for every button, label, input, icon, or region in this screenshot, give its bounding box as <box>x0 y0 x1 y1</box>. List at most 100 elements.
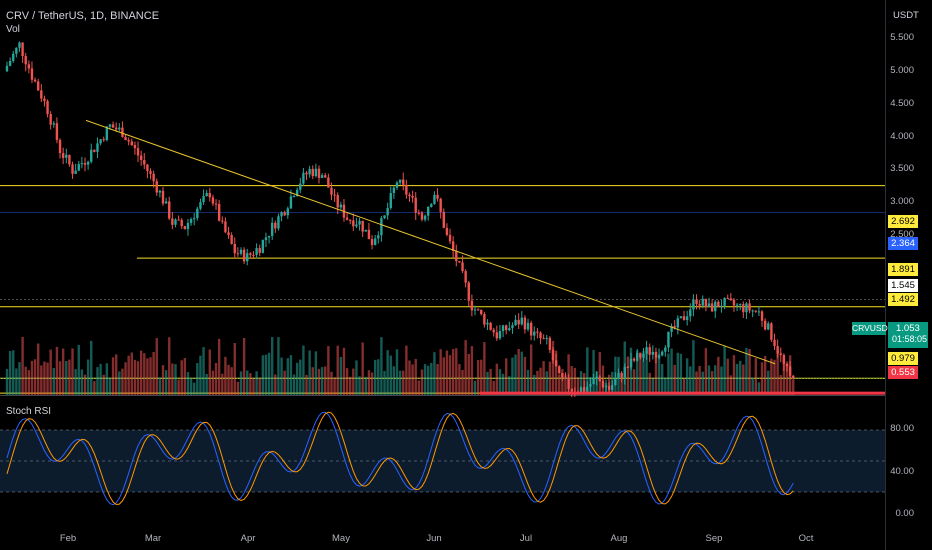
volume-bar <box>595 371 598 395</box>
currency-label: USDT <box>893 10 919 21</box>
volume-bar <box>8 350 12 395</box>
volume-bar <box>695 371 698 395</box>
volume-bar <box>586 347 589 395</box>
time-tick: Mar <box>144 533 162 544</box>
volume-bar <box>158 377 162 395</box>
volume-bar <box>567 354 570 395</box>
volume-bar <box>754 358 757 395</box>
volume-bar <box>751 377 754 395</box>
volume-bar <box>464 340 467 395</box>
volume-bar <box>689 366 692 395</box>
candle-body <box>670 326 673 332</box>
volume-bar <box>49 349 52 395</box>
candle-body <box>93 149 96 152</box>
price-tick: 5.000 <box>890 65 914 76</box>
candle-body <box>505 325 508 331</box>
price-tag-2364: 2.364 <box>888 237 918 250</box>
candle-body <box>679 316 683 319</box>
candle-body <box>127 140 130 142</box>
trendline <box>85 119 776 365</box>
candle-body <box>24 56 27 65</box>
volume-bar <box>267 352 271 395</box>
volume-bar <box>108 378 112 395</box>
candle-body <box>501 325 505 332</box>
candle-body <box>139 155 143 161</box>
volume-bar <box>355 360 358 395</box>
candle-body <box>355 224 358 227</box>
volume-bar <box>99 363 102 395</box>
volume-bar <box>467 354 470 395</box>
candle-body <box>327 177 330 188</box>
candle-body <box>189 219 193 223</box>
candle-body <box>205 193 208 197</box>
volume-bar <box>217 338 221 395</box>
candle-body <box>274 222 277 229</box>
candle-body <box>40 90 43 99</box>
volume-bar <box>133 359 137 395</box>
volume-bar <box>342 347 346 395</box>
volume-bar <box>115 354 118 395</box>
candle-body <box>305 172 308 175</box>
volume-bar <box>760 362 764 395</box>
candle-body <box>417 212 421 214</box>
candle-body <box>498 331 502 339</box>
volume-bar <box>93 381 96 395</box>
candle-body <box>742 304 745 313</box>
candle-body <box>545 337 548 339</box>
candle-body <box>55 123 59 140</box>
candle-body <box>536 331 539 333</box>
volume-bar <box>380 337 383 395</box>
candle-body <box>96 143 99 152</box>
candle-body <box>717 301 720 307</box>
volume-bar <box>561 369 564 395</box>
candle-body <box>539 332 542 339</box>
candle-body <box>15 47 18 54</box>
volume-bar <box>576 377 580 395</box>
volume-bar <box>124 362 127 395</box>
volume-bar <box>86 359 90 395</box>
volume-bar <box>520 351 523 395</box>
volume-bar <box>679 353 683 395</box>
candle-body <box>645 347 648 354</box>
candle-body <box>115 127 118 130</box>
volume-bar <box>186 372 190 395</box>
candle-body <box>664 347 667 352</box>
volume-bar <box>264 354 268 395</box>
volume-bar <box>495 363 499 395</box>
volume-bar <box>377 359 380 395</box>
candle-body <box>83 163 87 165</box>
volume-bar <box>676 352 679 395</box>
volume-bar <box>152 352 155 395</box>
candle-body <box>735 304 739 306</box>
candle-body <box>370 239 374 245</box>
candle-body <box>745 303 748 313</box>
volume-bar <box>664 377 667 395</box>
candle-body <box>451 241 455 251</box>
volume-bar <box>305 374 308 395</box>
volume-bar <box>480 359 483 395</box>
candle-body <box>732 299 736 306</box>
volume-bar <box>564 374 567 395</box>
volume-bar <box>583 373 586 395</box>
candle-body <box>71 164 74 174</box>
candle-body <box>158 190 162 193</box>
volume-bar <box>18 362 21 395</box>
candle-body <box>252 254 255 256</box>
time-tick: Jul <box>519 533 533 544</box>
volume-bar <box>642 351 645 395</box>
price-tag-1545: 1.545 <box>888 279 918 292</box>
candle-body <box>58 139 62 154</box>
candle-body <box>395 182 399 188</box>
volume-bar <box>405 345 408 395</box>
candle-body <box>33 79 37 82</box>
volume-bar <box>742 364 745 395</box>
candle-body <box>667 331 670 348</box>
candle-body <box>149 171 152 174</box>
price-tag-1891: 1.891 <box>888 263 918 276</box>
volume-bar <box>636 350 639 395</box>
volume-bar <box>770 358 773 395</box>
candle-body <box>707 303 711 307</box>
candle-body <box>739 304 742 306</box>
candle-body <box>386 208 389 216</box>
